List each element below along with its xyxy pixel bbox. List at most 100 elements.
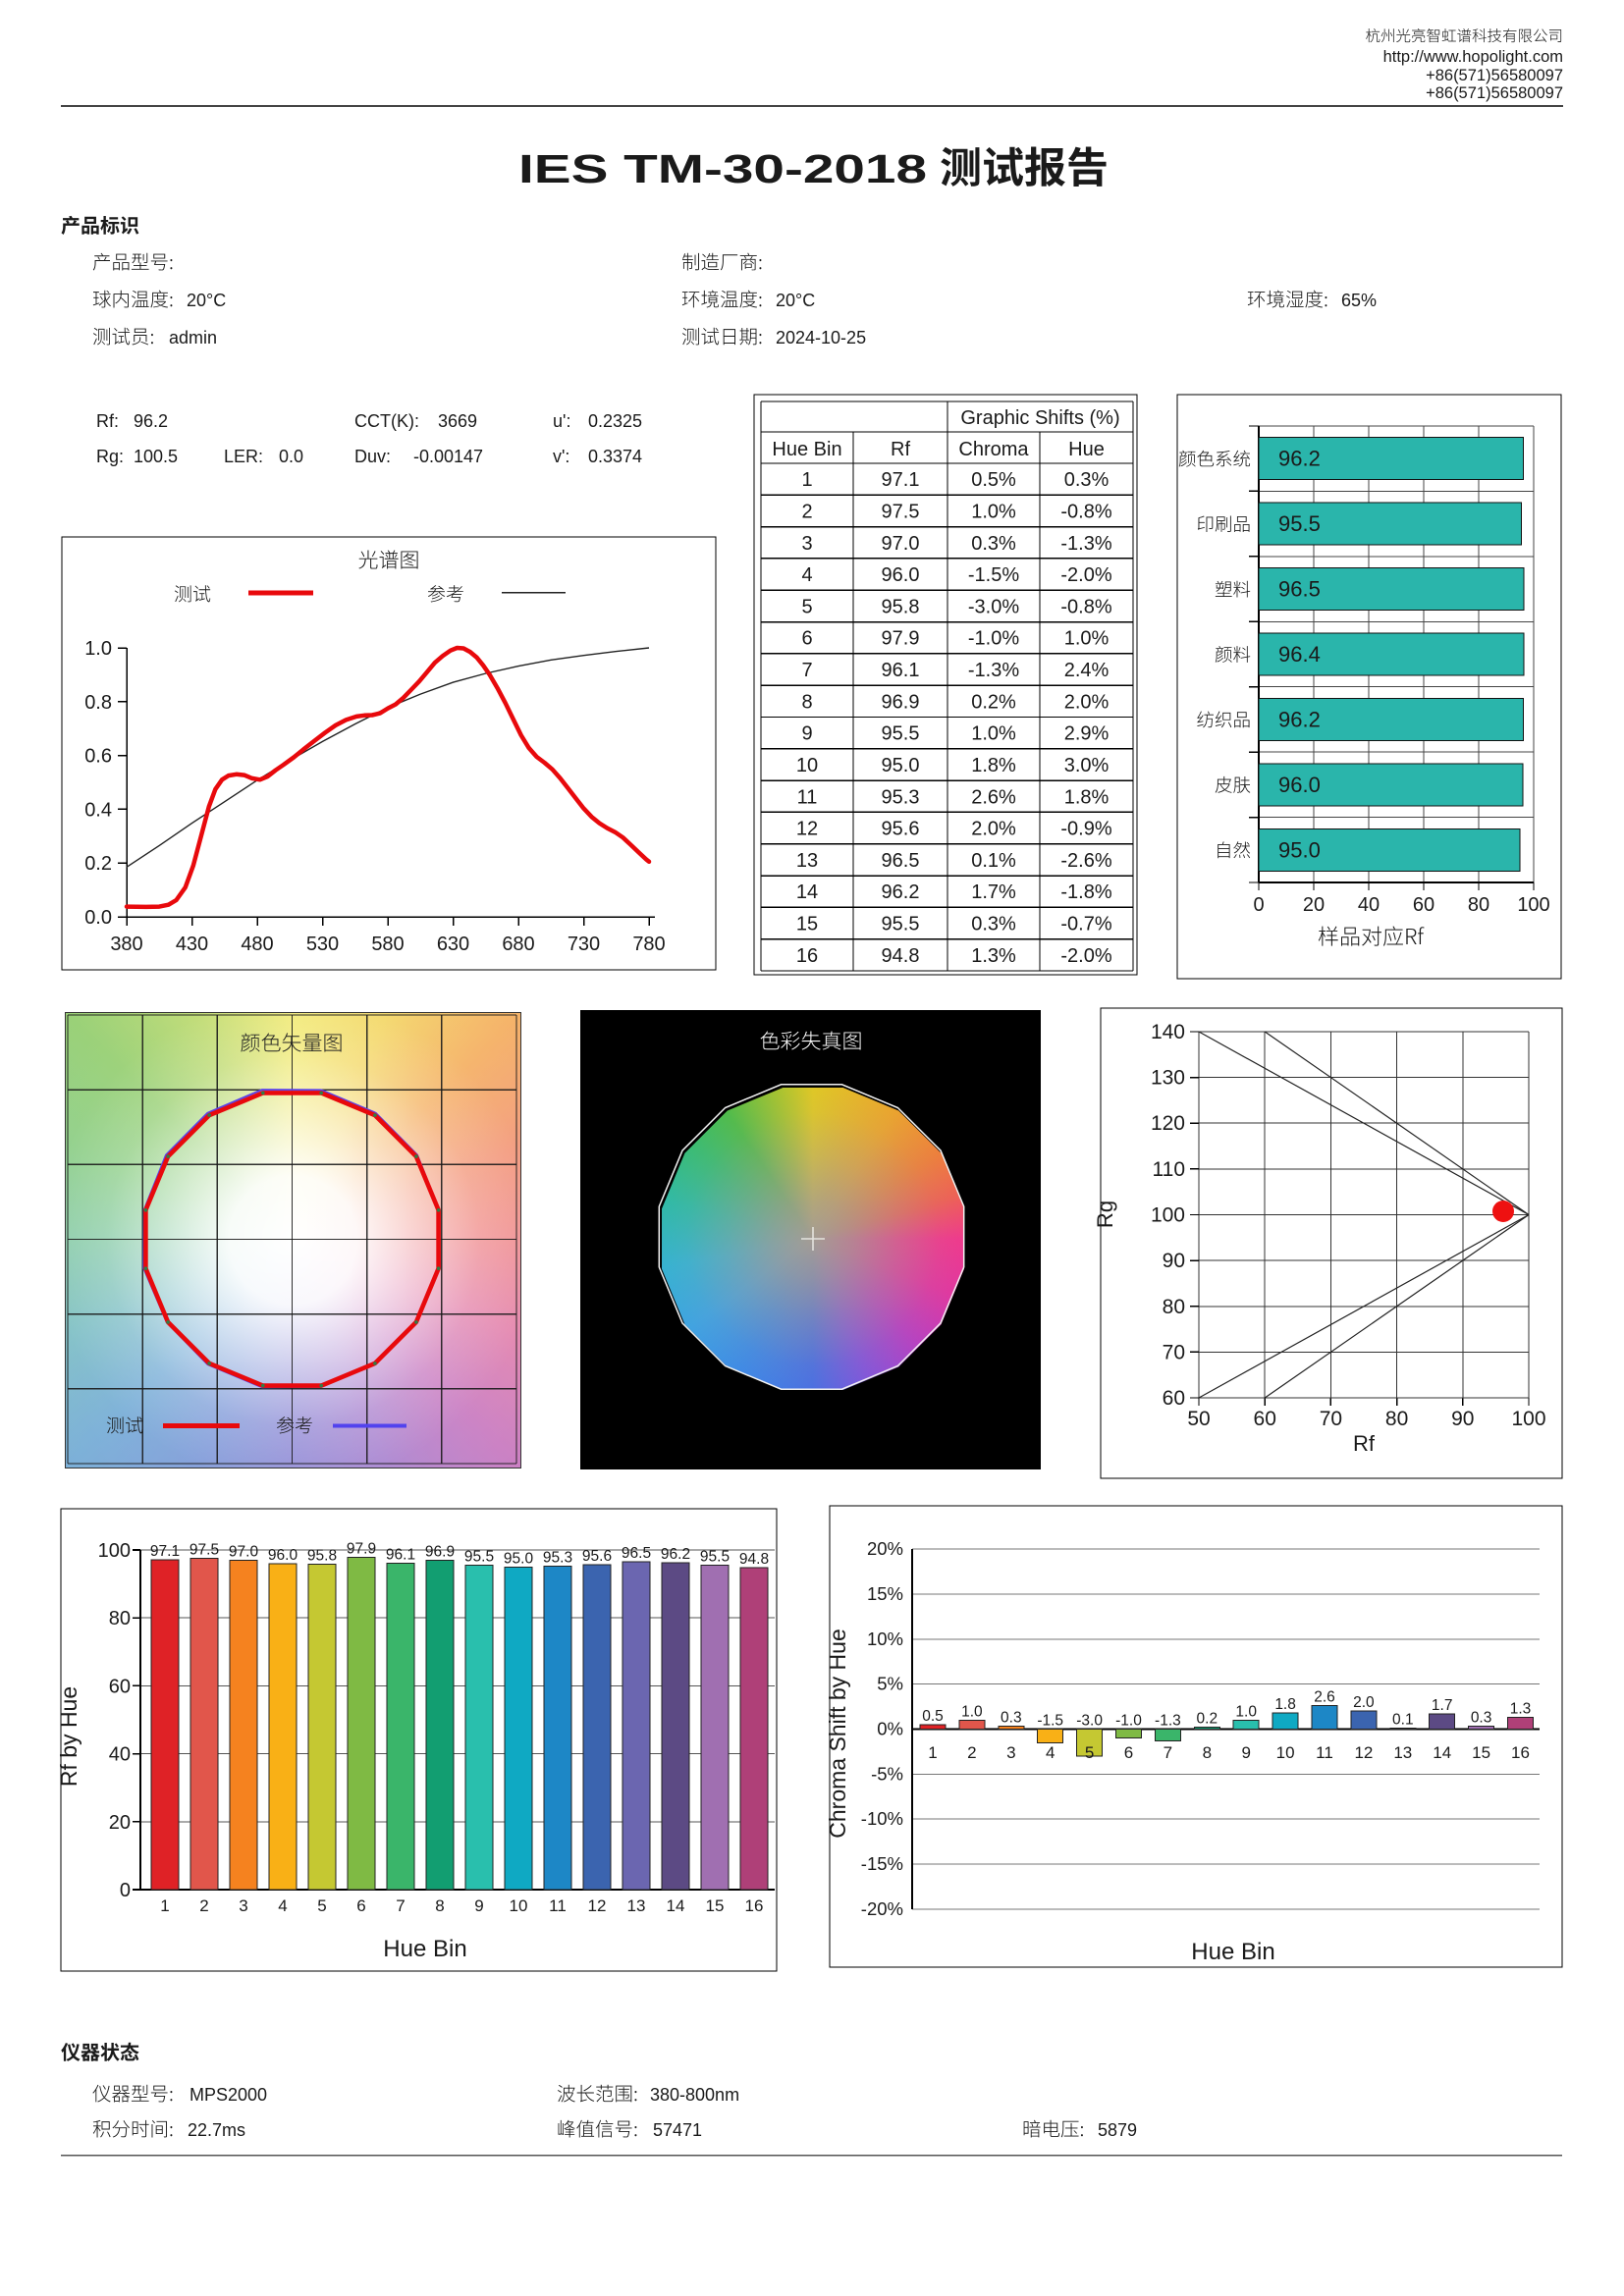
svg-text:-1.0: -1.0 [1115, 1713, 1142, 1730]
svg-text:97.9: 97.9 [347, 1540, 376, 1557]
svg-text:Rg:: Rg: [96, 447, 124, 466]
svg-text:7: 7 [1164, 1743, 1172, 1762]
svg-text:380: 380 [110, 934, 142, 955]
svg-text:97.0: 97.0 [229, 1543, 259, 1560]
svg-text:96.2: 96.2 [882, 881, 920, 903]
svg-text:730: 730 [568, 934, 600, 955]
svg-text:100: 100 [98, 1540, 131, 1562]
svg-text:80: 80 [109, 1608, 131, 1629]
svg-text:0.6: 0.6 [84, 746, 112, 768]
svg-text:130: 130 [1151, 1067, 1185, 1090]
svg-text:4: 4 [1046, 1743, 1055, 1762]
svg-text:95.8: 95.8 [882, 596, 920, 617]
svg-text:-1.3: -1.3 [1155, 1713, 1181, 1730]
svg-text:10: 10 [1276, 1743, 1295, 1762]
svg-text:11: 11 [797, 786, 818, 808]
svg-text:-0.9%: -0.9% [1060, 819, 1111, 840]
svg-text:-1.5: -1.5 [1037, 1713, 1063, 1730]
svg-text:u':: u': [553, 411, 570, 431]
svg-text:Hue: Hue [1068, 439, 1105, 460]
svg-text:96.9: 96.9 [882, 691, 920, 713]
svg-text:8: 8 [435, 1896, 444, 1915]
svg-text:Rf: Rf [891, 439, 910, 460]
svg-text:-2.6%: -2.6% [1060, 850, 1111, 872]
svg-text:10: 10 [510, 1896, 528, 1915]
svg-text:v':: v': [553, 447, 569, 466]
svg-text:780: 780 [632, 934, 665, 955]
svg-text:4: 4 [801, 564, 812, 586]
svg-text:480: 480 [241, 934, 273, 955]
svg-text:Duv:: Duv: [354, 447, 391, 466]
svg-text:97.1: 97.1 [150, 1543, 180, 1560]
svg-text:-15%: -15% [861, 1853, 903, 1874]
svg-text:0: 0 [120, 1880, 131, 1901]
svg-text:-1.3%: -1.3% [968, 660, 1019, 681]
svg-text:3.0%: 3.0% [1064, 755, 1110, 776]
svg-text:12: 12 [796, 819, 818, 840]
svg-text:0.5%: 0.5% [971, 469, 1016, 491]
svg-text:16: 16 [796, 945, 818, 967]
svg-text:60: 60 [109, 1676, 131, 1697]
svg-text:0.3%: 0.3% [971, 914, 1016, 935]
svg-text:95.6: 95.6 [882, 819, 920, 840]
svg-text:LER:: LER: [224, 447, 263, 466]
svg-text:97.0: 97.0 [882, 533, 920, 555]
svg-text:57471: 57471 [653, 2120, 702, 2140]
svg-text:4: 4 [278, 1896, 287, 1915]
svg-text:96.2: 96.2 [1278, 447, 1321, 471]
svg-text:-10%: -10% [861, 1808, 903, 1829]
svg-text:110: 110 [1153, 1158, 1185, 1181]
svg-text:9: 9 [1241, 1743, 1250, 1762]
svg-text:100.5: 100.5 [134, 447, 178, 466]
svg-text:3: 3 [801, 533, 812, 555]
svg-text:2: 2 [801, 502, 812, 523]
svg-text:0.2: 0.2 [84, 853, 112, 875]
svg-text:60: 60 [1413, 894, 1435, 916]
svg-text:95.5: 95.5 [700, 1549, 730, 1566]
svg-text:20°C: 20°C [776, 291, 815, 310]
svg-text:95.0: 95.0 [504, 1550, 534, 1567]
svg-text:0%: 0% [877, 1719, 903, 1739]
svg-text:580: 580 [371, 934, 404, 955]
svg-text:430: 430 [176, 934, 208, 955]
svg-text:12: 12 [1354, 1743, 1373, 1762]
svg-text:Chroma Shift by Hue: Chroma Shift by Hue [825, 1629, 850, 1838]
svg-text:0.8: 0.8 [84, 692, 112, 714]
svg-text:11: 11 [549, 1896, 567, 1915]
svg-text:60: 60 [1163, 1387, 1185, 1410]
svg-text:90: 90 [1451, 1408, 1474, 1430]
svg-text:80: 80 [1163, 1296, 1185, 1318]
svg-text:-5%: -5% [871, 1763, 903, 1784]
svg-text:96.2: 96.2 [1278, 707, 1321, 731]
svg-text:97.9: 97.9 [882, 628, 920, 650]
svg-text:10%: 10% [867, 1629, 903, 1649]
svg-text:9: 9 [474, 1896, 483, 1915]
svg-text:96.0: 96.0 [882, 564, 920, 586]
svg-text:0.3: 0.3 [1001, 1710, 1022, 1727]
svg-text:96.5: 96.5 [1278, 577, 1321, 602]
svg-text:10: 10 [796, 755, 818, 776]
svg-text:13: 13 [627, 1896, 646, 1915]
svg-text:95.5: 95.5 [882, 723, 920, 745]
svg-text:1.8%: 1.8% [971, 755, 1016, 776]
svg-text:60: 60 [1254, 1408, 1276, 1430]
svg-text:1: 1 [928, 1743, 937, 1762]
svg-text:140: 140 [1151, 1021, 1185, 1043]
svg-text:97.5: 97.5 [189, 1542, 219, 1559]
svg-text:-3.0: -3.0 [1076, 1713, 1103, 1730]
svg-text:96.1: 96.1 [882, 660, 920, 681]
svg-text:96.1: 96.1 [386, 1547, 415, 1564]
svg-text:100: 100 [1517, 894, 1549, 916]
svg-text:0: 0 [1253, 894, 1264, 916]
svg-text:15: 15 [1472, 1743, 1490, 1762]
svg-text:5%: 5% [877, 1674, 903, 1694]
svg-text:5: 5 [801, 596, 812, 617]
svg-text:40: 40 [109, 1744, 131, 1766]
svg-text:-2.0%: -2.0% [1060, 945, 1111, 967]
svg-text:14: 14 [796, 881, 818, 903]
svg-text:95.5: 95.5 [882, 914, 920, 935]
svg-text:70: 70 [1163, 1341, 1185, 1363]
svg-text:95.5: 95.5 [464, 1549, 494, 1566]
svg-text:15: 15 [706, 1896, 725, 1915]
svg-text:7: 7 [396, 1896, 405, 1915]
